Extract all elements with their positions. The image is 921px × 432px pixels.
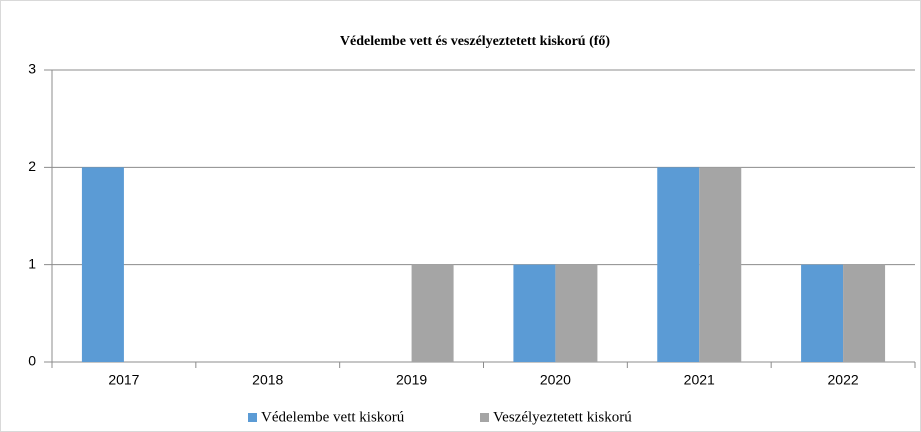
y-tick-label: 0 (28, 353, 36, 369)
x-tick-label: 2017 (108, 372, 139, 388)
bar (555, 264, 598, 362)
bar (801, 264, 844, 362)
y-tick-label: 2 (28, 158, 36, 174)
legend-swatch (480, 413, 489, 422)
x-tick-label: 2021 (684, 372, 715, 388)
x-tick-label: 2019 (396, 372, 427, 388)
x-tick-label: 2018 (252, 372, 283, 388)
x-tick-label: 2020 (540, 372, 571, 388)
x-tick-label: 2022 (828, 372, 859, 388)
legend-label: Védelembe vett kiskorú (261, 409, 405, 425)
legend-swatch (248, 413, 257, 422)
bar (81, 167, 124, 362)
chart-title: Védelembe vett és veszélyeztetett kiskor… (340, 34, 611, 49)
bar (411, 264, 454, 362)
bar (699, 167, 742, 362)
y-tick-label: 3 (28, 61, 36, 77)
bar (513, 264, 556, 362)
bar (843, 264, 886, 362)
legend-label: Veszélyeztetett kiskorú (493, 409, 632, 425)
bar (657, 167, 700, 362)
y-tick-label: 1 (28, 255, 36, 271)
